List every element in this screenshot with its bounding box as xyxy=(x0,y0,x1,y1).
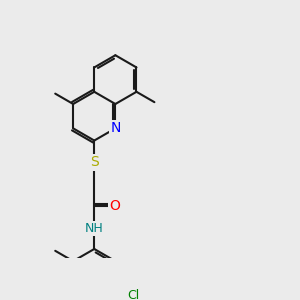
Text: NH: NH xyxy=(85,222,104,235)
Text: S: S xyxy=(90,155,99,170)
Text: Cl: Cl xyxy=(127,290,140,300)
Text: O: O xyxy=(110,199,120,213)
Text: N: N xyxy=(110,122,121,135)
